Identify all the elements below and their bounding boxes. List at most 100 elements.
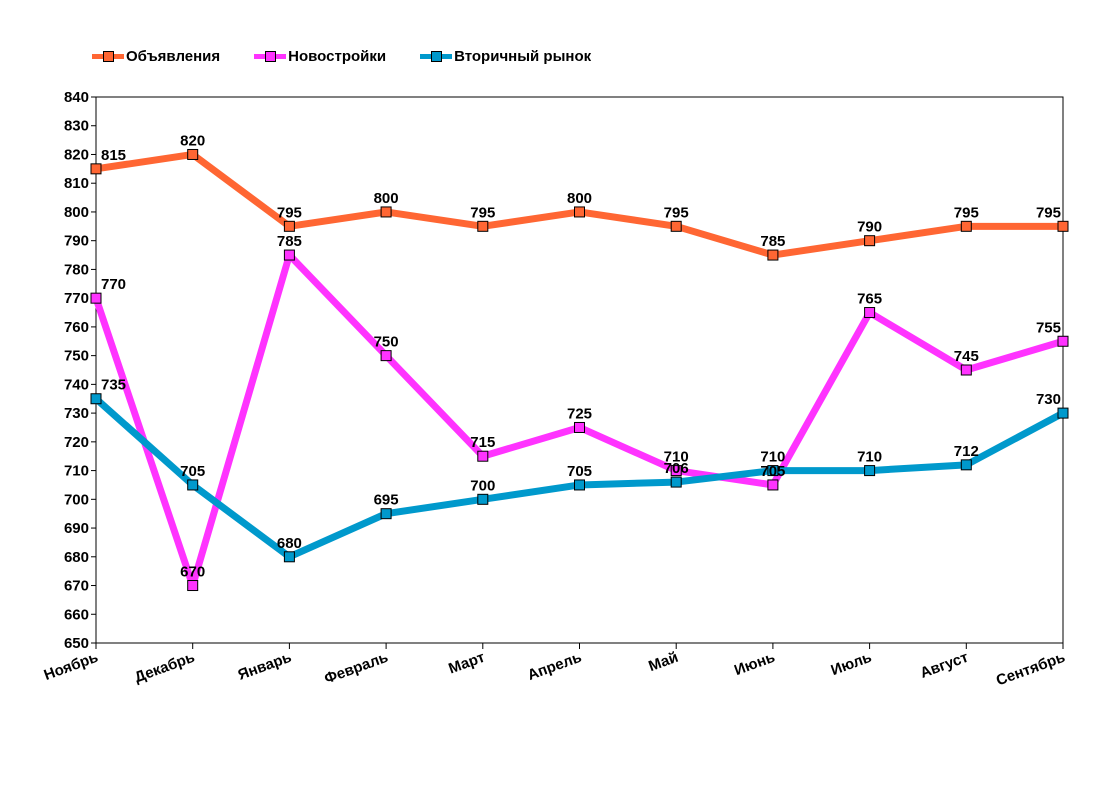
data-label: 795 — [664, 204, 689, 221]
data-label: 670 — [180, 564, 205, 581]
data-point — [960, 459, 972, 471]
data-label: 785 — [277, 233, 302, 250]
data-label: 710 — [857, 449, 882, 466]
x-tick-label: Ноябрь — [42, 649, 101, 684]
data-point — [283, 249, 295, 261]
y-tick-label: 650 — [64, 635, 89, 652]
legend-label: Новостройки — [288, 47, 387, 65]
y-tick-label: 680 — [64, 549, 89, 566]
data-label: 730 — [1036, 391, 1061, 408]
data-point — [864, 307, 876, 319]
y-tick-label: 830 — [64, 118, 89, 135]
data-label: 700 — [470, 477, 495, 494]
data-point — [670, 465, 682, 477]
y-tick-label: 660 — [64, 606, 89, 623]
data-point — [90, 393, 102, 405]
data-point — [1057, 335, 1069, 347]
x-tick-label: Июль — [829, 649, 874, 679]
legend-label: Вторичный рынок — [454, 47, 592, 65]
y-tick-label: 810 — [64, 175, 89, 192]
data-label: 745 — [954, 348, 979, 365]
legend-item-ads[interactable]: Объявления — [92, 46, 220, 66]
legend-label: Объявления — [126, 47, 221, 65]
data-label: 715 — [470, 434, 495, 451]
data-label: 800 — [567, 190, 592, 207]
data-label: 710 — [664, 449, 689, 466]
data-point — [864, 235, 876, 247]
y-tick-label: 720 — [64, 434, 89, 451]
data-label: 712 — [954, 443, 979, 460]
data-point — [477, 493, 489, 505]
data-point — [283, 220, 295, 232]
legend-marker-icon — [254, 46, 287, 66]
x-tick-label: Январь — [236, 649, 294, 684]
data-point — [670, 220, 682, 232]
data-point — [864, 465, 876, 477]
x-tick-label: Июнь — [732, 649, 777, 679]
data-label: 795 — [954, 204, 979, 221]
data-label: 725 — [567, 405, 592, 422]
y-tick-label: 800 — [64, 204, 89, 221]
y-tick-label: 820 — [64, 146, 89, 163]
legend-marker-icon — [420, 46, 453, 66]
data-point — [90, 163, 102, 175]
legend-item-secondary-market[interactable]: Вторичный рынок — [420, 46, 591, 66]
data-label: 705 — [567, 463, 592, 480]
y-tick-label: 760 — [64, 319, 89, 336]
plot-area — [95, 96, 1064, 644]
x-tick-label: Сентябрь — [994, 649, 1067, 690]
data-point — [767, 479, 779, 491]
legend-box — [103, 51, 114, 62]
legend: Объявления Новостройки Вторичный рынок — [92, 46, 625, 66]
data-label: 755 — [1036, 319, 1061, 336]
data-point — [574, 421, 585, 433]
data-label: 706 — [664, 460, 689, 477]
legend-item-new-buildings[interactable]: Новостройки — [254, 46, 386, 66]
x-tick-label: Декабрь — [132, 649, 197, 686]
data-label: 795 — [1036, 204, 1061, 221]
data-point — [187, 580, 199, 592]
legend-marker-icon — [92, 46, 124, 66]
data-point — [380, 508, 392, 520]
x-tick-label: Апрель — [525, 649, 584, 684]
y-tick-label: 700 — [64, 491, 89, 508]
data-point — [670, 476, 682, 488]
data-point — [767, 249, 779, 261]
y-tick-label: 710 — [64, 463, 89, 480]
y-tick-label: 770 — [64, 290, 89, 307]
data-label: 735 — [101, 377, 126, 394]
x-tick-label: Март — [446, 649, 487, 678]
data-point — [187, 148, 199, 160]
x-tick-label: Август — [918, 649, 971, 682]
data-label: 790 — [857, 219, 882, 236]
data-label: 820 — [180, 132, 205, 149]
y-tick-label: 670 — [64, 578, 89, 595]
data-label: 705 — [180, 463, 205, 480]
data-label: 695 — [374, 492, 399, 509]
data-label: 750 — [374, 334, 399, 351]
legend-box — [265, 51, 277, 62]
y-tick-label: 840 — [64, 89, 89, 106]
data-point — [1057, 407, 1069, 419]
data-label: 785 — [760, 233, 785, 250]
data-label: 710 — [760, 449, 785, 466]
data-label: 680 — [277, 535, 302, 552]
y-tick-label: 730 — [64, 405, 89, 422]
data-label: 815 — [101, 147, 126, 164]
x-tick-label: Май — [646, 649, 680, 675]
legend-box — [431, 51, 443, 62]
y-tick-label: 750 — [64, 348, 89, 365]
data-point — [574, 206, 585, 218]
data-label: 705 — [760, 463, 785, 480]
data-point — [477, 450, 489, 462]
data-point — [380, 206, 392, 218]
data-label: 795 — [470, 204, 495, 221]
y-tick-label: 790 — [64, 233, 89, 250]
data-point — [477, 220, 489, 232]
data-label: 795 — [277, 204, 302, 221]
x-tick-label: Февраль — [322, 649, 390, 688]
data-point — [187, 479, 199, 491]
data-point — [960, 364, 972, 376]
data-point — [960, 220, 972, 232]
